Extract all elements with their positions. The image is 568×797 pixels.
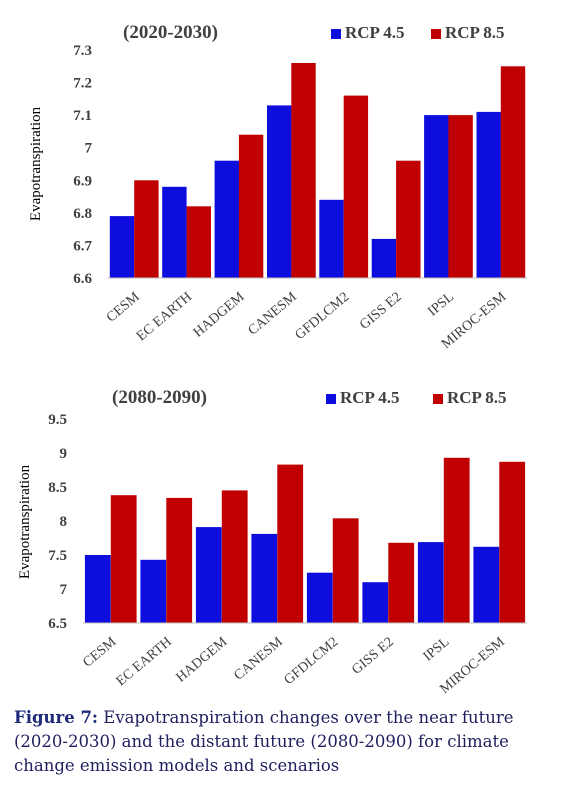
legend-swatch-1 — [331, 29, 341, 39]
chart-title: (2020-2030) — [123, 22, 218, 43]
bar-rcp45-gfdlcm2 — [319, 199, 344, 278]
bar-rcp85-canesm — [291, 63, 316, 278]
bar-rcp45-ec-earth — [140, 559, 167, 623]
bar-rcp85-giss-e2 — [396, 160, 421, 278]
y-tick-label: 6.9 — [73, 173, 92, 189]
chart-2080-2090: (2080-2090) RCP 4.5 RCP 8.5 Evapotranspirat… — [17, 387, 527, 697]
x-tick-label: GISS E2 — [357, 290, 404, 333]
legend-label-2: RCP 8.5 — [445, 23, 505, 42]
chart-title: (2080-2090) — [112, 387, 207, 408]
y-tick-label: 8.5 — [48, 480, 67, 496]
x-tick-label: EC EARTH — [114, 635, 175, 690]
bar-rcp45-miroc-esm — [476, 111, 501, 279]
y-tick-label: 6.5 — [48, 616, 67, 632]
legend-label-1: RCP 4.5 — [345, 23, 405, 42]
bar-rcp85-miroc-esm — [499, 461, 526, 623]
caption-text: Evapotranspiration changes over the near… — [14, 708, 514, 775]
x-tick-label: GISS E2 — [349, 635, 396, 678]
bar-rcp45-hadgem — [195, 527, 222, 623]
legend-label-2: RCP 8.5 — [447, 388, 507, 407]
bar-rcp85-canesm — [277, 464, 304, 623]
bar-rcp85-ec-earth — [166, 497, 193, 623]
y-tick-label: 9.5 — [48, 412, 67, 428]
legend-swatch-2 — [431, 29, 441, 39]
x-tick-label: CESM — [104, 289, 143, 325]
chart-2020-2030: (2020-2030) RCP 4.5 RCP 8.5 Evapotranspirat… — [28, 22, 527, 352]
y-tick-label: 7 — [60, 582, 68, 598]
bar-rcp85-giss-e2 — [388, 542, 415, 623]
bar-rcp45-giss-e2 — [371, 238, 397, 278]
x-tick-label: GFDLCM2 — [282, 635, 342, 689]
y-tick-label: 6.6 — [73, 271, 92, 287]
bar-rcp85-gfdlcm2 — [343, 95, 369, 278]
figure-caption: Figure 7: Evapotranspiration changes ove… — [14, 706, 559, 778]
bar-rcp45-canesm — [267, 105, 292, 279]
y-tick-label: 7 — [85, 141, 93, 157]
bar-rcp85-ipsl — [443, 457, 470, 623]
bar-rcp85-miroc-esm — [500, 66, 526, 278]
x-tick-label: IPSL — [421, 635, 453, 665]
bar-rcp45-cesm — [84, 555, 111, 623]
x-tick-label: GFDLCM2 — [293, 290, 353, 344]
bar-rcp85-hadgem — [221, 490, 248, 623]
bar-rcp85-hadgem — [238, 134, 264, 278]
legend-swatch-2 — [433, 394, 443, 404]
x-tick-label: HADGEM — [174, 634, 231, 685]
bar-rcp85-gfdlcm2 — [332, 518, 359, 623]
bar-rcp45-cesm — [109, 216, 135, 278]
y-tick-label: 7.1 — [73, 108, 92, 124]
caption-label: Figure 7: — [14, 708, 99, 727]
legend-swatch-1 — [326, 394, 336, 404]
x-tick-label: CESM — [80, 634, 119, 670]
y-tick-label: 7.2 — [73, 76, 92, 92]
y-tick-label: 6.7 — [73, 238, 92, 254]
bar-rcp45-miroc-esm — [473, 546, 500, 623]
y-axis-label: Evapotranspiration — [17, 464, 33, 579]
bar-rcp85-cesm — [110, 495, 137, 623]
y-axis-label: Evapotranspiration — [28, 106, 44, 221]
y-tick-label: 7.3 — [73, 43, 92, 59]
bar-rcp85-ec-earth — [186, 206, 211, 278]
bar-rcp85-cesm — [134, 180, 159, 278]
bar-rcp45-ipsl — [417, 542, 444, 623]
bar-rcp45-giss-e2 — [362, 582, 389, 623]
y-tick-label: 7.5 — [48, 548, 67, 564]
bar-rcp45-gfdlcm2 — [306, 572, 333, 623]
bar-rcp85-ipsl — [448, 115, 473, 278]
y-tick-label: 8 — [60, 514, 68, 530]
x-tick-label: CANESM — [231, 634, 286, 683]
bar-rcp45-ipsl — [424, 115, 449, 278]
x-tick-label: EC EARTH — [134, 290, 195, 345]
x-tick-label: HADGEM — [191, 289, 248, 340]
y-tick-label: 9 — [60, 446, 68, 462]
y-tick-label: 6.8 — [73, 206, 92, 222]
bar-rcp45-hadgem — [214, 160, 239, 278]
bar-rcp45-ec-earth — [162, 186, 187, 278]
legend-label-1: RCP 4.5 — [340, 388, 400, 407]
x-tick-label: IPSL — [425, 290, 457, 320]
bar-rcp45-canesm — [251, 533, 278, 623]
